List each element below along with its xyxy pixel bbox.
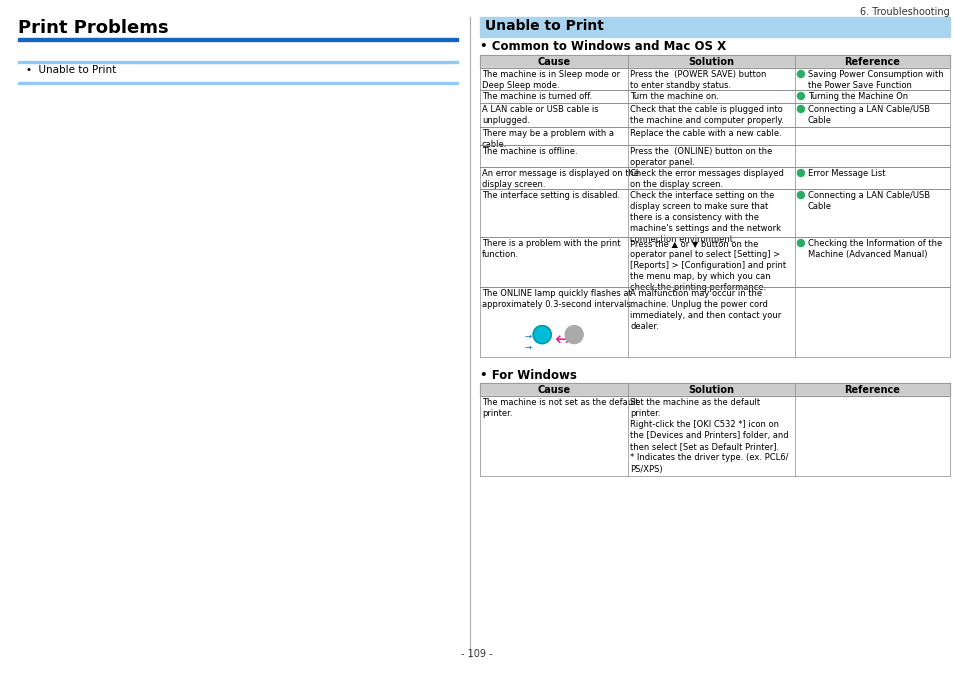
Text: Unable to Print: Unable to Print <box>484 19 603 33</box>
Text: The ONLINE lamp quickly flashes at
approximately 0.3-second intervals.: The ONLINE lamp quickly flashes at appro… <box>481 289 633 364</box>
Text: The machine is not set as the default
printer.: The machine is not set as the default pr… <box>481 398 639 418</box>
Circle shape <box>797 240 803 246</box>
Bar <box>479 189 949 237</box>
Bar <box>18 38 457 41</box>
Text: →: → <box>523 331 531 341</box>
Text: Print Problems: Print Problems <box>18 19 169 37</box>
Bar <box>18 82 457 84</box>
Text: Connecting a LAN Cable/USB
Cable: Connecting a LAN Cable/USB Cable <box>807 191 929 211</box>
Text: Check that the cable is plugged into
the machine and computer properly.: Check that the cable is plugged into the… <box>629 105 783 125</box>
Text: The machine is in Sleep mode or
Deep Sleep mode.: The machine is in Sleep mode or Deep Sle… <box>481 70 619 90</box>
Text: Solution: Solution <box>688 385 734 395</box>
Text: There may be a problem with a
cable.: There may be a problem with a cable. <box>481 129 614 149</box>
Text: • For Windows: • For Windows <box>479 369 577 382</box>
Text: •  Unable to Print: • Unable to Print <box>26 65 116 75</box>
Text: 6. Troubleshooting: 6. Troubleshooting <box>860 7 949 17</box>
Bar <box>479 55 949 68</box>
Text: • Common to Windows and Mac OS X: • Common to Windows and Mac OS X <box>479 40 725 53</box>
Text: Reference: Reference <box>843 57 900 67</box>
Circle shape <box>797 70 803 78</box>
Bar <box>479 287 949 357</box>
Text: The machine is turned off.: The machine is turned off. <box>481 92 592 101</box>
Text: Connecting a LAN Cable/USB
Cable: Connecting a LAN Cable/USB Cable <box>807 105 929 125</box>
Bar <box>479 90 949 103</box>
Text: Set the machine as the default
printer.
Right-click the [OKI C532 *] icon on
the: Set the machine as the default printer. … <box>629 398 788 474</box>
Text: ⏻: ⏻ <box>538 331 544 342</box>
Circle shape <box>797 169 803 176</box>
Text: Saving Power Consumption with
the Power Save Function: Saving Power Consumption with the Power … <box>807 70 943 90</box>
Bar <box>479 383 949 396</box>
Text: ↔: ↔ <box>554 331 570 350</box>
Text: Check the interface setting on the
display screen to make sure that
there is a c: Check the interface setting on the displ… <box>629 191 781 244</box>
Text: Cause: Cause <box>537 385 570 395</box>
Bar <box>479 103 949 127</box>
Bar <box>479 68 949 90</box>
Text: Turn the machine on.: Turn the machine on. <box>629 92 719 101</box>
Circle shape <box>797 105 803 113</box>
Text: There is a problem with the print
function.: There is a problem with the print functi… <box>481 239 619 259</box>
Circle shape <box>797 192 803 198</box>
Text: A LAN cable or USB cable is
unplugged.: A LAN cable or USB cable is unplugged. <box>481 105 598 125</box>
Bar <box>479 17 949 37</box>
Text: - 109 -: - 109 - <box>460 649 493 659</box>
Bar <box>479 167 949 189</box>
Text: Error Message List: Error Message List <box>807 169 884 178</box>
Text: Replace the cable with a new cable.: Replace the cable with a new cable. <box>629 129 781 138</box>
Text: Turning the Machine On: Turning the Machine On <box>807 92 907 101</box>
Text: Checking the Information of the
Machine (Advanced Manual): Checking the Information of the Machine … <box>807 239 942 259</box>
Circle shape <box>533 325 551 344</box>
Text: Solution: Solution <box>688 57 734 67</box>
Circle shape <box>797 92 803 99</box>
Bar <box>479 145 949 167</box>
Bar <box>479 396 949 476</box>
Text: The machine is offline.: The machine is offline. <box>481 147 577 156</box>
Text: An error message is displayed on the
display screen.: An error message is displayed on the dis… <box>481 169 639 189</box>
Text: Press the  (POWER SAVE) button
to enter standby status.: Press the (POWER SAVE) button to enter s… <box>629 70 765 90</box>
Text: The interface setting is disabled.: The interface setting is disabled. <box>481 191 619 200</box>
Text: →: → <box>523 343 531 352</box>
Text: Press the  (ONLINE) button on the
operator panel.: Press the (ONLINE) button on the operato… <box>629 147 772 167</box>
Text: Reference: Reference <box>843 385 900 395</box>
Circle shape <box>564 325 582 344</box>
Text: Press the ▲ or ▼ button on the
operator panel to select [Setting] >
[Reports] > : Press the ▲ or ▼ button on the operator … <box>629 239 785 292</box>
Text: Check the error messages displayed
on the display screen.: Check the error messages displayed on th… <box>629 169 783 189</box>
Text: Cause: Cause <box>537 57 570 67</box>
Bar <box>479 237 949 287</box>
Bar <box>479 127 949 145</box>
Bar <box>18 61 457 63</box>
Text: A malfunction may occur in the
machine. Unplug the power cord
immediately, and t: A malfunction may occur in the machine. … <box>629 289 781 331</box>
